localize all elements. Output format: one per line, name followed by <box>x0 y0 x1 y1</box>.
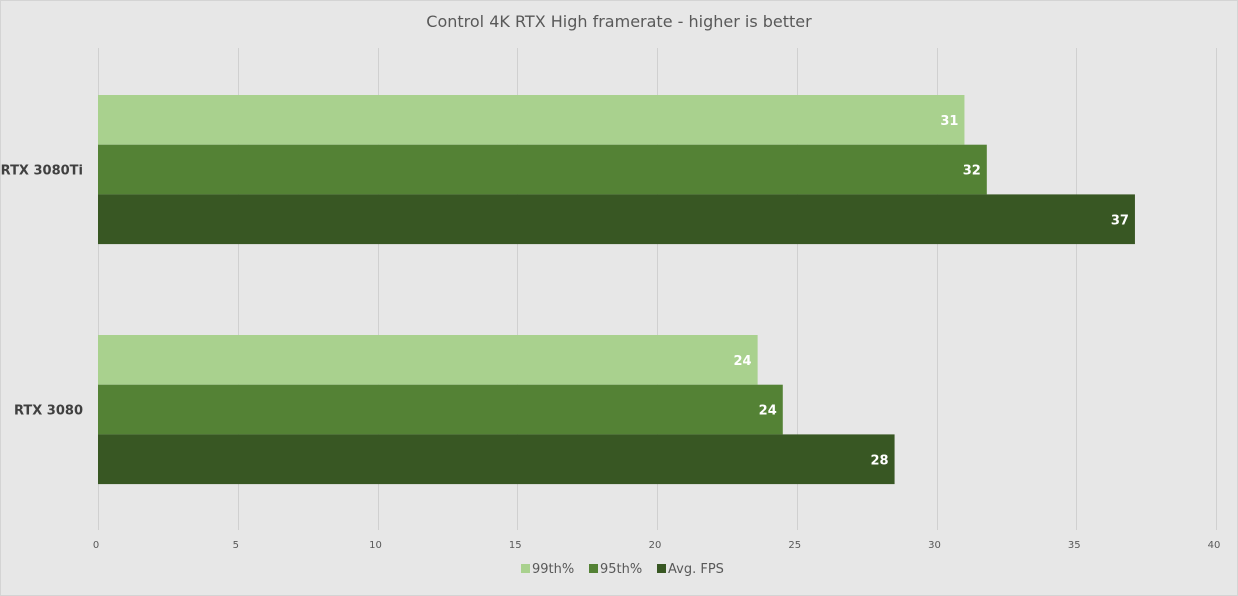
bar-value-label: 32 <box>963 164 981 179</box>
x-tick-label: 20 <box>649 540 662 551</box>
x-tick-label: 10 <box>369 540 382 551</box>
legend-label: 99th% <box>532 562 574 577</box>
bar-value-label: 28 <box>870 453 888 468</box>
category-labels: RTX 3080Ti RTX 3080 <box>1 164 83 419</box>
value-labels: 31 32 37 24 24 28 <box>734 114 1129 468</box>
legend-label: 95th% <box>600 562 642 577</box>
bar-95th%-RTX 3080 <box>98 384 783 435</box>
bar-99th%-RTX 3080Ti <box>98 95 965 145</box>
category-label: RTX 3080Ti <box>1 164 83 179</box>
category-label: RTX 3080 <box>14 404 83 419</box>
bar-value-label: 24 <box>734 354 752 369</box>
bars <box>98 95 1135 485</box>
legend-label: Avg. FPS <box>668 562 724 577</box>
bar-value-label: 31 <box>940 114 958 129</box>
x-axis-ticks: 0 5 10 15 20 25 30 35 40 <box>93 540 1221 551</box>
x-tick-label: 5 <box>233 540 239 551</box>
x-tick-label: 30 <box>928 540 941 551</box>
x-tick-label: 40 <box>1208 540 1221 551</box>
bar-95th%-RTX 3080Ti <box>98 144 987 195</box>
bar-99th%-RTX 3080 <box>98 335 758 385</box>
x-tick-label: 15 <box>509 540 522 551</box>
x-tick-label: 25 <box>788 540 801 551</box>
legend: 99th% 95th% Avg. FPS <box>521 562 724 577</box>
bar-value-label: 37 <box>1111 213 1129 228</box>
chart-title: Control 4K RTX High framerate - higher i… <box>426 12 812 31</box>
legend-swatch <box>521 564 530 573</box>
legend-swatch <box>589 564 598 573</box>
x-tick-label: 0 <box>93 540 99 551</box>
x-tick-label: 35 <box>1068 540 1081 551</box>
bar-Avg. FPS-RTX 3080 <box>98 434 895 485</box>
bar-Avg. FPS-RTX 3080Ti <box>98 194 1135 245</box>
legend-swatch <box>657 564 666 573</box>
bar-value-label: 24 <box>759 404 777 419</box>
